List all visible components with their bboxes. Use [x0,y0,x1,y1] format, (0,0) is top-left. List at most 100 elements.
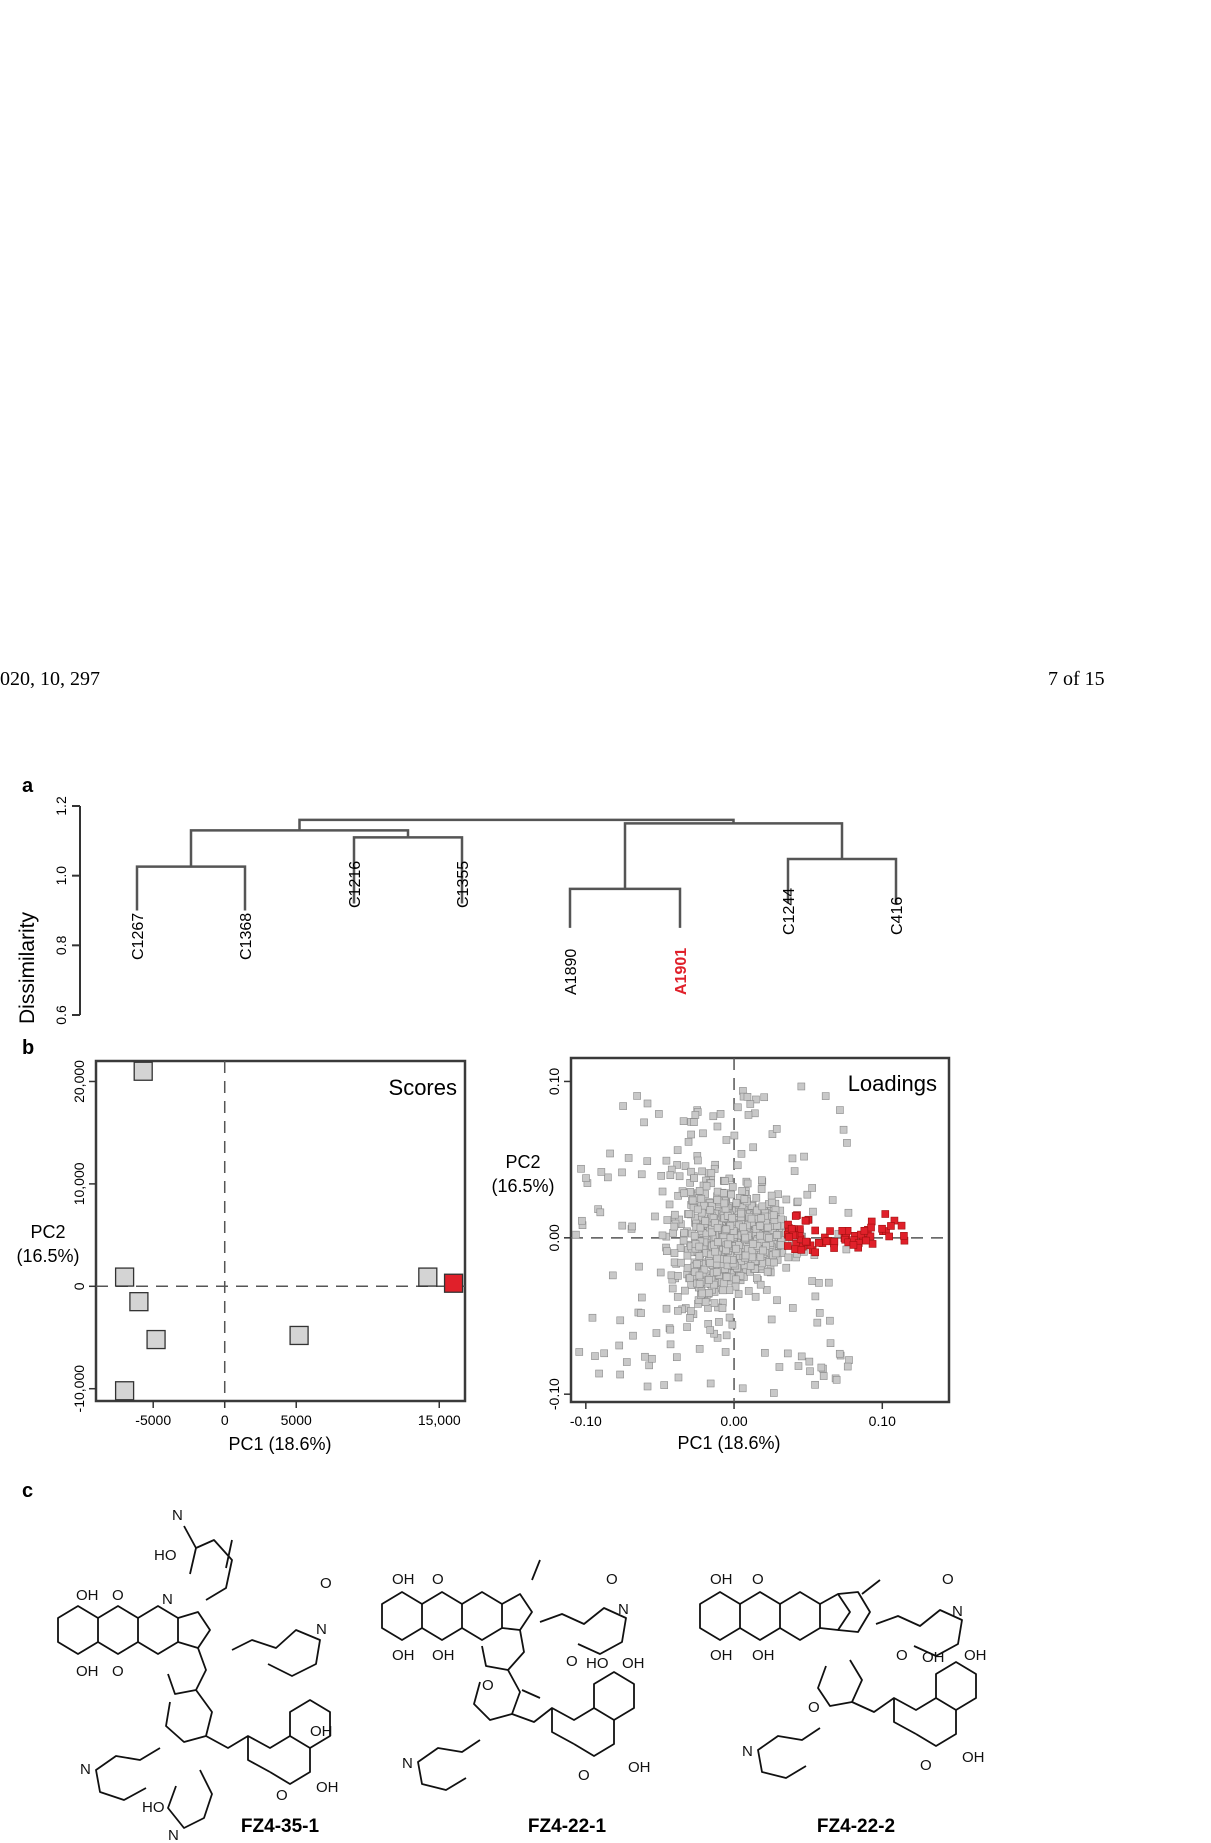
svg-text:OH: OH [962,1749,985,1766]
loadings-point-highlight [802,1237,810,1246]
svg-text:OH: OH [710,1571,733,1588]
loadings-point [773,1231,781,1239]
loadings-point [700,1265,709,1274]
structure-name-fz4-22-1: FZ4-22-1 [528,1816,607,1837]
loadings-point [684,1138,693,1146]
loadings-frame [569,1056,951,1404]
loadings-point [648,1354,656,1363]
loadings-point [839,1125,848,1134]
loadings-point [728,1320,737,1329]
loadings-point [606,1149,614,1158]
loadings-point [828,1196,837,1204]
loadings-point [808,1184,816,1192]
dendrogram-leaves: C1267 C1368 C1216 C1355 A1890 A1901 C1244 C416 [130,861,906,995]
loadings-point [698,1289,707,1298]
loadings-point [690,1174,698,1182]
loadings-point [811,1380,819,1389]
loadings-point [774,1190,782,1199]
loadings-point [716,1110,725,1118]
loadings-title: Loadings [848,1071,937,1096]
loadings-x-tick-label: -0.10 [570,1413,602,1429]
loadings-point [643,1382,652,1391]
loadings-point [718,1304,727,1312]
loadings-point [616,1370,624,1379]
loadings-point [638,1293,646,1302]
loadings-point [645,1361,653,1370]
svg-text:O: O [112,1663,124,1680]
loadings-point [806,1367,814,1376]
structure-name-fz4-22-2: FZ4-22-2 [817,1816,895,1837]
loadings-point [693,1260,701,1268]
loadings-point [688,1196,697,1205]
dendrogram-link [352,836,464,904]
running-header-citation: 020, 10, 297 [0,668,100,690]
loadings-point [662,1156,671,1165]
svg-text:N: N [172,1507,183,1524]
loadings-point [691,1111,700,1119]
loadings-point-highlight [860,1226,869,1235]
structure-fz4-35-1-labels: OH O OH O N HO N O N OH OH O N HO N [76,1507,339,1843]
loadings-point [753,1206,762,1215]
loadings-point [656,1268,665,1277]
loadings-point [668,1284,677,1293]
loadings-point [734,1103,742,1112]
loadings-point [572,1230,580,1239]
structure-fz4-22-2 [699,1579,977,1779]
loadings-point [722,1273,731,1281]
loadings-point [618,1168,626,1177]
scores-y-tick-label: 10,000 [71,1162,87,1205]
loadings-point [673,1146,682,1154]
loadings-point [737,1149,746,1158]
loadings-point [680,1189,688,1198]
loadings-point [655,1110,663,1118]
loadings-point [744,1111,753,1119]
loadings-point [681,1162,690,1170]
scores-point-highlight [443,1273,464,1293]
loadings-point-highlight [849,1241,858,1249]
loadings-point [578,1216,586,1225]
loadings-point [677,1258,685,1267]
loadings-point-highlight [791,1212,800,1220]
loadings-point [843,1362,852,1371]
loadings-point [756,1222,764,1230]
loadings-point [596,1208,605,1217]
svg-text:O: O [942,1571,954,1588]
scores-plot: Scores PC1 (18.6%) PC2 (16.5%) -5000 0 500… [16,1059,467,1454]
scores-y-label: PC2 [30,1222,65,1242]
loadings-point [756,1280,765,1289]
loadings-point-highlight [887,1222,895,1230]
loadings-point [721,1177,729,1185]
loadings-point [695,1187,704,1195]
loadings-point [712,1268,721,1276]
loadings-point [575,1348,584,1356]
loadings-point [622,1358,631,1366]
svg-text:O: O [276,1787,288,1804]
loadings-point [674,1306,682,1315]
loadings-point [608,1271,617,1280]
loadings-point [652,1329,661,1337]
loadings-point [670,1222,679,1231]
loadings-point [597,1168,606,1176]
loadings-point [749,1240,757,1248]
page-number: 7 of 15 [1048,668,1105,690]
loadings-point [748,1253,757,1262]
structure-fz4-22-2-labels: OH O OH OH O O N O OH OH O OH N [710,1571,987,1774]
loadings-point [582,1174,590,1182]
svg-text:N: N [402,1755,413,1772]
loadings-point [767,1315,776,1324]
svg-text:OH: OH [622,1655,645,1672]
loadings-point [709,1112,718,1121]
loadings-point [714,1238,722,1246]
loadings-point [635,1262,643,1271]
loadings-point [695,1242,704,1251]
loadings-point [790,1167,799,1175]
loadings-point [738,1187,747,1195]
loadings-point [767,1191,776,1200]
dendrogram-leaf-label: A1901 [673,948,690,995]
loadings-point [788,1304,797,1312]
loadings-point-highlight [866,1232,875,1241]
svg-text:OH: OH [432,1647,455,1664]
scores-x-tick-label: 15,000 [418,1412,461,1428]
loadings-point [731,1275,740,1284]
dendrogram-y-tick-label: 1.0 [53,866,69,886]
